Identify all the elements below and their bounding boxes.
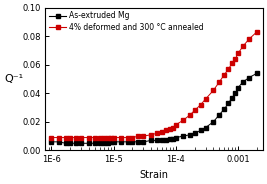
As-extruded Mg [237, 86, 240, 89]
Line: As-extruded Mg: As-extruded Mg [50, 72, 258, 145]
Legend: As-extruded Mg, 4% deformed and 300 °C annealed: As-extruded Mg, 4% deformed and 300 °C a… [48, 10, 205, 33]
4% deformed and 300 °C annealed [241, 45, 245, 47]
As-extruded Mg [199, 129, 202, 132]
4% deformed and 300 °C annealed [74, 137, 78, 139]
4% deformed and 300 °C annealed [109, 137, 112, 139]
Line: 4% deformed and 300 °C annealed: 4% deformed and 300 °C annealed [50, 30, 258, 139]
As-extruded Mg [218, 114, 221, 116]
As-extruded Mg [112, 141, 115, 143]
4% deformed and 300 °C annealed [193, 109, 196, 112]
4% deformed and 300 °C annealed [119, 137, 122, 139]
As-extruded Mg [142, 141, 145, 143]
4% deformed and 300 °C annealed [57, 137, 60, 139]
As-extruded Mg [64, 142, 67, 144]
As-extruded Mg [103, 142, 106, 144]
4% deformed and 300 °C annealed [223, 74, 226, 76]
4% deformed and 300 °C annealed [80, 137, 83, 139]
4% deformed and 300 °C annealed [150, 134, 153, 136]
As-extruded Mg [87, 142, 91, 144]
As-extruded Mg [156, 139, 159, 141]
As-extruded Mg [255, 72, 258, 75]
As-extruded Mg [119, 141, 122, 143]
As-extruded Mg [109, 141, 112, 143]
4% deformed and 300 °C annealed [87, 137, 91, 139]
4% deformed and 300 °C annealed [165, 129, 168, 132]
X-axis label: Strain: Strain [140, 170, 169, 180]
4% deformed and 300 °C annealed [69, 137, 72, 139]
4% deformed and 300 °C annealed [230, 62, 234, 64]
4% deformed and 300 °C annealed [98, 137, 101, 139]
4% deformed and 300 °C annealed [50, 137, 53, 139]
As-extruded Mg [234, 92, 237, 94]
As-extruded Mg [50, 141, 53, 143]
As-extruded Mg [223, 108, 226, 110]
4% deformed and 300 °C annealed [156, 132, 159, 134]
4% deformed and 300 °C annealed [137, 135, 140, 137]
As-extruded Mg [98, 142, 101, 144]
4% deformed and 300 °C annealed [160, 131, 164, 133]
As-extruded Mg [93, 142, 97, 144]
As-extruded Mg [150, 139, 153, 141]
4% deformed and 300 °C annealed [189, 114, 192, 116]
As-extruded Mg [174, 137, 178, 139]
4% deformed and 300 °C annealed [181, 119, 184, 122]
4% deformed and 300 °C annealed [248, 38, 251, 40]
As-extruded Mg [137, 141, 140, 143]
4% deformed and 300 °C annealed [174, 124, 178, 126]
As-extruded Mg [106, 142, 109, 144]
4% deformed and 300 °C annealed [255, 31, 258, 33]
As-extruded Mg [230, 96, 234, 99]
4% deformed and 300 °C annealed [106, 137, 109, 139]
As-extruded Mg [241, 81, 245, 83]
4% deformed and 300 °C annealed [93, 137, 97, 139]
4% deformed and 300 °C annealed [218, 81, 221, 83]
4% deformed and 300 °C annealed [142, 135, 145, 137]
4% deformed and 300 °C annealed [237, 52, 240, 54]
4% deformed and 300 °C annealed [131, 137, 134, 139]
As-extruded Mg [193, 132, 196, 134]
4% deformed and 300 °C annealed [212, 89, 215, 92]
4% deformed and 300 °C annealed [112, 137, 115, 139]
As-extruded Mg [131, 141, 134, 143]
As-extruded Mg [189, 134, 192, 136]
As-extruded Mg [181, 135, 184, 137]
As-extruded Mg [204, 126, 207, 129]
4% deformed and 300 °C annealed [227, 68, 230, 70]
4% deformed and 300 °C annealed [204, 98, 207, 100]
As-extruded Mg [74, 142, 78, 144]
As-extruded Mg [171, 138, 175, 140]
4% deformed and 300 °C annealed [171, 126, 175, 129]
4% deformed and 300 °C annealed [126, 137, 129, 139]
4% deformed and 300 °C annealed [199, 104, 202, 106]
As-extruded Mg [165, 139, 168, 141]
As-extruded Mg [126, 141, 129, 143]
As-extruded Mg [212, 121, 215, 123]
As-extruded Mg [160, 139, 164, 141]
As-extruded Mg [69, 142, 72, 144]
4% deformed and 300 °C annealed [234, 58, 237, 60]
4% deformed and 300 °C annealed [168, 128, 171, 130]
As-extruded Mg [248, 77, 251, 79]
As-extruded Mg [80, 142, 83, 144]
As-extruded Mg [227, 102, 230, 104]
As-extruded Mg [168, 138, 171, 140]
Y-axis label: Q⁻¹: Q⁻¹ [4, 74, 23, 84]
4% deformed and 300 °C annealed [64, 137, 67, 139]
As-extruded Mg [57, 141, 60, 143]
4% deformed and 300 °C annealed [103, 137, 106, 139]
